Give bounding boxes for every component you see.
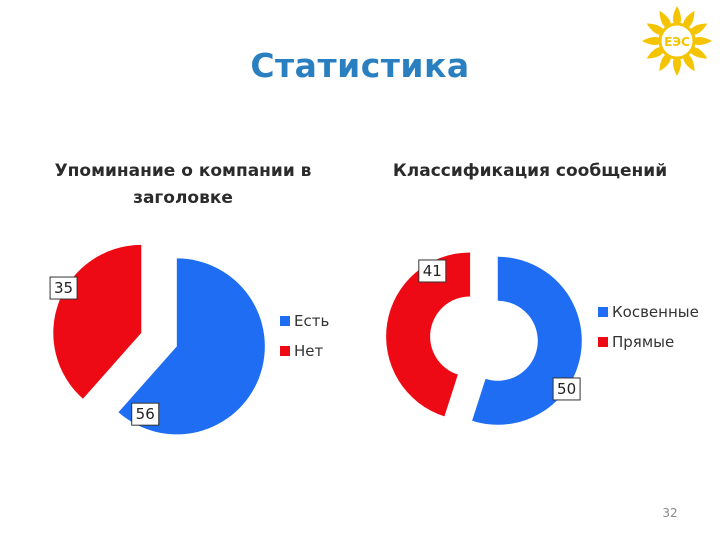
slice-0-1 [53, 244, 142, 399]
slice-0-0 [118, 258, 265, 435]
data-label-0-0-group: 56 [131, 402, 160, 426]
legend-swatch-1-0 [598, 307, 608, 317]
logo-text: ЕЭС [664, 35, 690, 49]
slice-1-1 [386, 252, 471, 417]
data-label-1-0: 50 [557, 380, 576, 398]
chart-title-mentions: Упоминание о компании в заголовке [54, 161, 312, 208]
legend-swatch-0-1 [280, 346, 290, 356]
legend-label-0-1: Нет [294, 342, 324, 360]
page-number: 32 [662, 506, 678, 520]
data-label-1-1-box [418, 259, 447, 283]
data-label-0-1: 35 [54, 279, 73, 297]
sun-logo-icon: ЕЭС [642, 6, 712, 76]
data-label-1-0-group: 50 [552, 377, 581, 401]
data-label-1-1-group: 41 [418, 259, 447, 283]
data-label-1-0-box [552, 377, 581, 401]
data-label-1-1: 41 [423, 262, 442, 280]
chart-title-classification: Классификация сообщений [392, 161, 668, 181]
page-title: Статистика [250, 46, 470, 85]
legend-swatch-0-0 [280, 316, 290, 326]
legend-label-0-0: Есть [294, 312, 329, 330]
data-label-0-1-box [49, 276, 78, 300]
data-label-0-0-box [131, 402, 160, 426]
data-label-0-1-group: 35 [49, 276, 78, 300]
legend-swatch-1-1 [598, 337, 608, 347]
legend-label-1-0: Косвенные [612, 303, 699, 321]
legend-label-1-1: Прямые [612, 333, 674, 351]
data-label-0-0: 56 [136, 405, 155, 423]
